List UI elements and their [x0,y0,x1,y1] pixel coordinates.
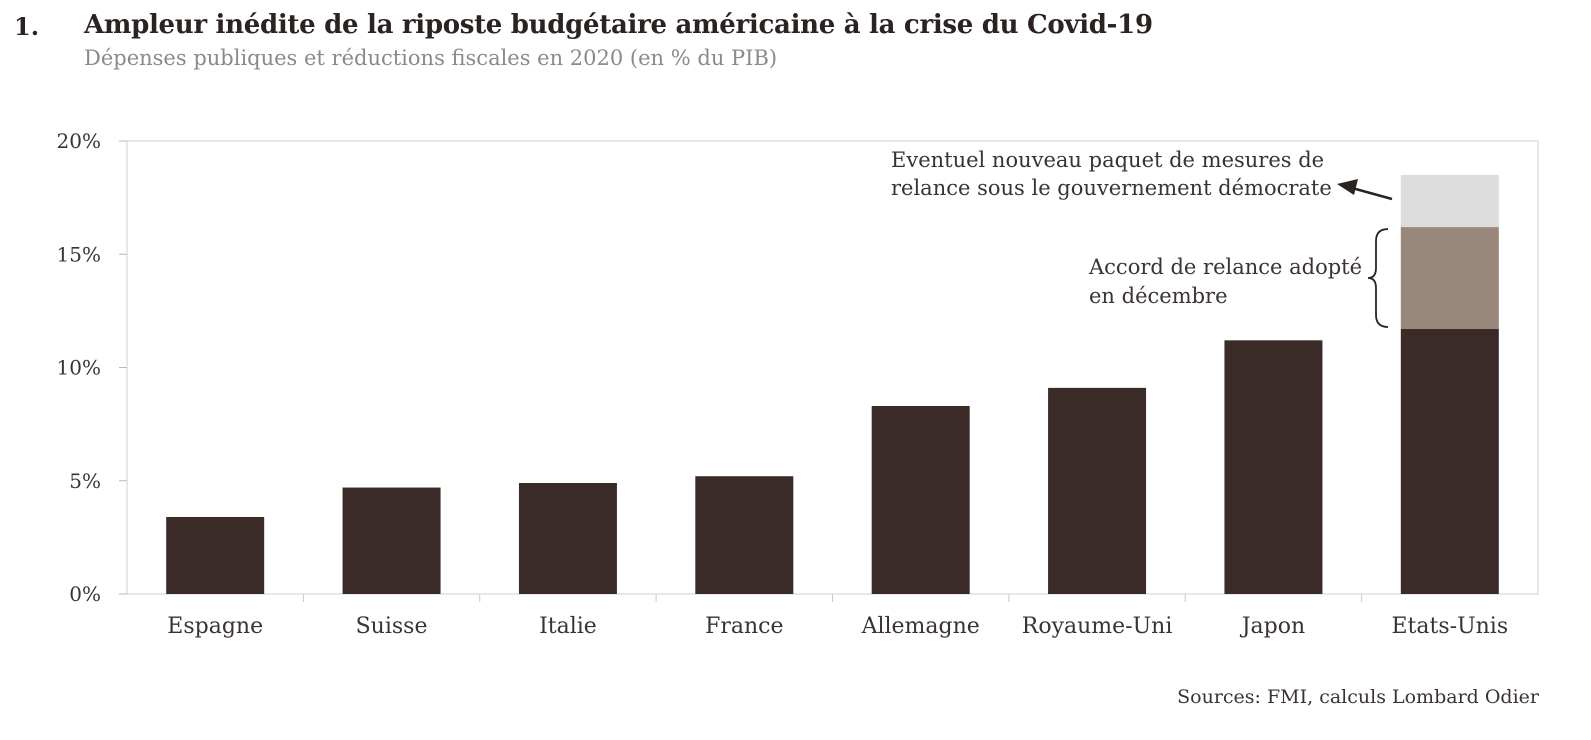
y-tick-label: 0% [69,582,101,606]
x-tick-label: Allemagne [861,614,980,639]
bar-main [342,487,441,594]
bar-main [695,476,794,594]
bar-december-deal [1400,227,1499,329]
x-tick-label: Italie [539,614,597,639]
bar-main [1400,328,1499,594]
y-tick-label: 20% [57,129,101,153]
annotation-arrowhead [1337,179,1358,195]
bar-main [1224,340,1323,594]
annotation-arrow [1351,186,1393,201]
annotation-december-line: en décembre [1089,284,1228,308]
annotation-brace [1367,228,1389,328]
chart-subtitle: Dépenses publiques et réductions fiscale… [84,46,778,70]
y-tick-label: 10% [57,356,101,380]
x-tick-label: Japon [1240,614,1305,639]
x-tick-label: Suisse [356,614,428,639]
y-tick-label: 15% [57,242,101,266]
chart-title: Ampleur inédite de la riposte budgétaire… [84,10,1153,40]
annotation-new-package-line: relance sous le gouvernement démocrate [891,176,1332,200]
x-tick-label: Etats-Unis [1392,614,1509,639]
bar-main [166,516,265,594]
chart-number: 1. [14,12,40,41]
annotation-december-line: Accord de relance adopté [1088,255,1362,279]
y-tick-label: 5% [69,469,101,493]
bar-new-package [1400,174,1499,228]
x-tick-label: Royaume-Uni [1022,614,1173,639]
x-tick-label: Espagne [167,614,263,639]
plot-frame [126,140,1539,595]
bar-main [1048,387,1147,594]
source-note: Sources: FMI, calculs Lombard Odier [1177,686,1539,708]
annotation-new-package-line: Eventuel nouveau paquet de mesures de [891,148,1324,172]
bar-main [871,406,970,594]
x-tick-label: France [705,614,783,639]
bar-main [518,483,617,594]
